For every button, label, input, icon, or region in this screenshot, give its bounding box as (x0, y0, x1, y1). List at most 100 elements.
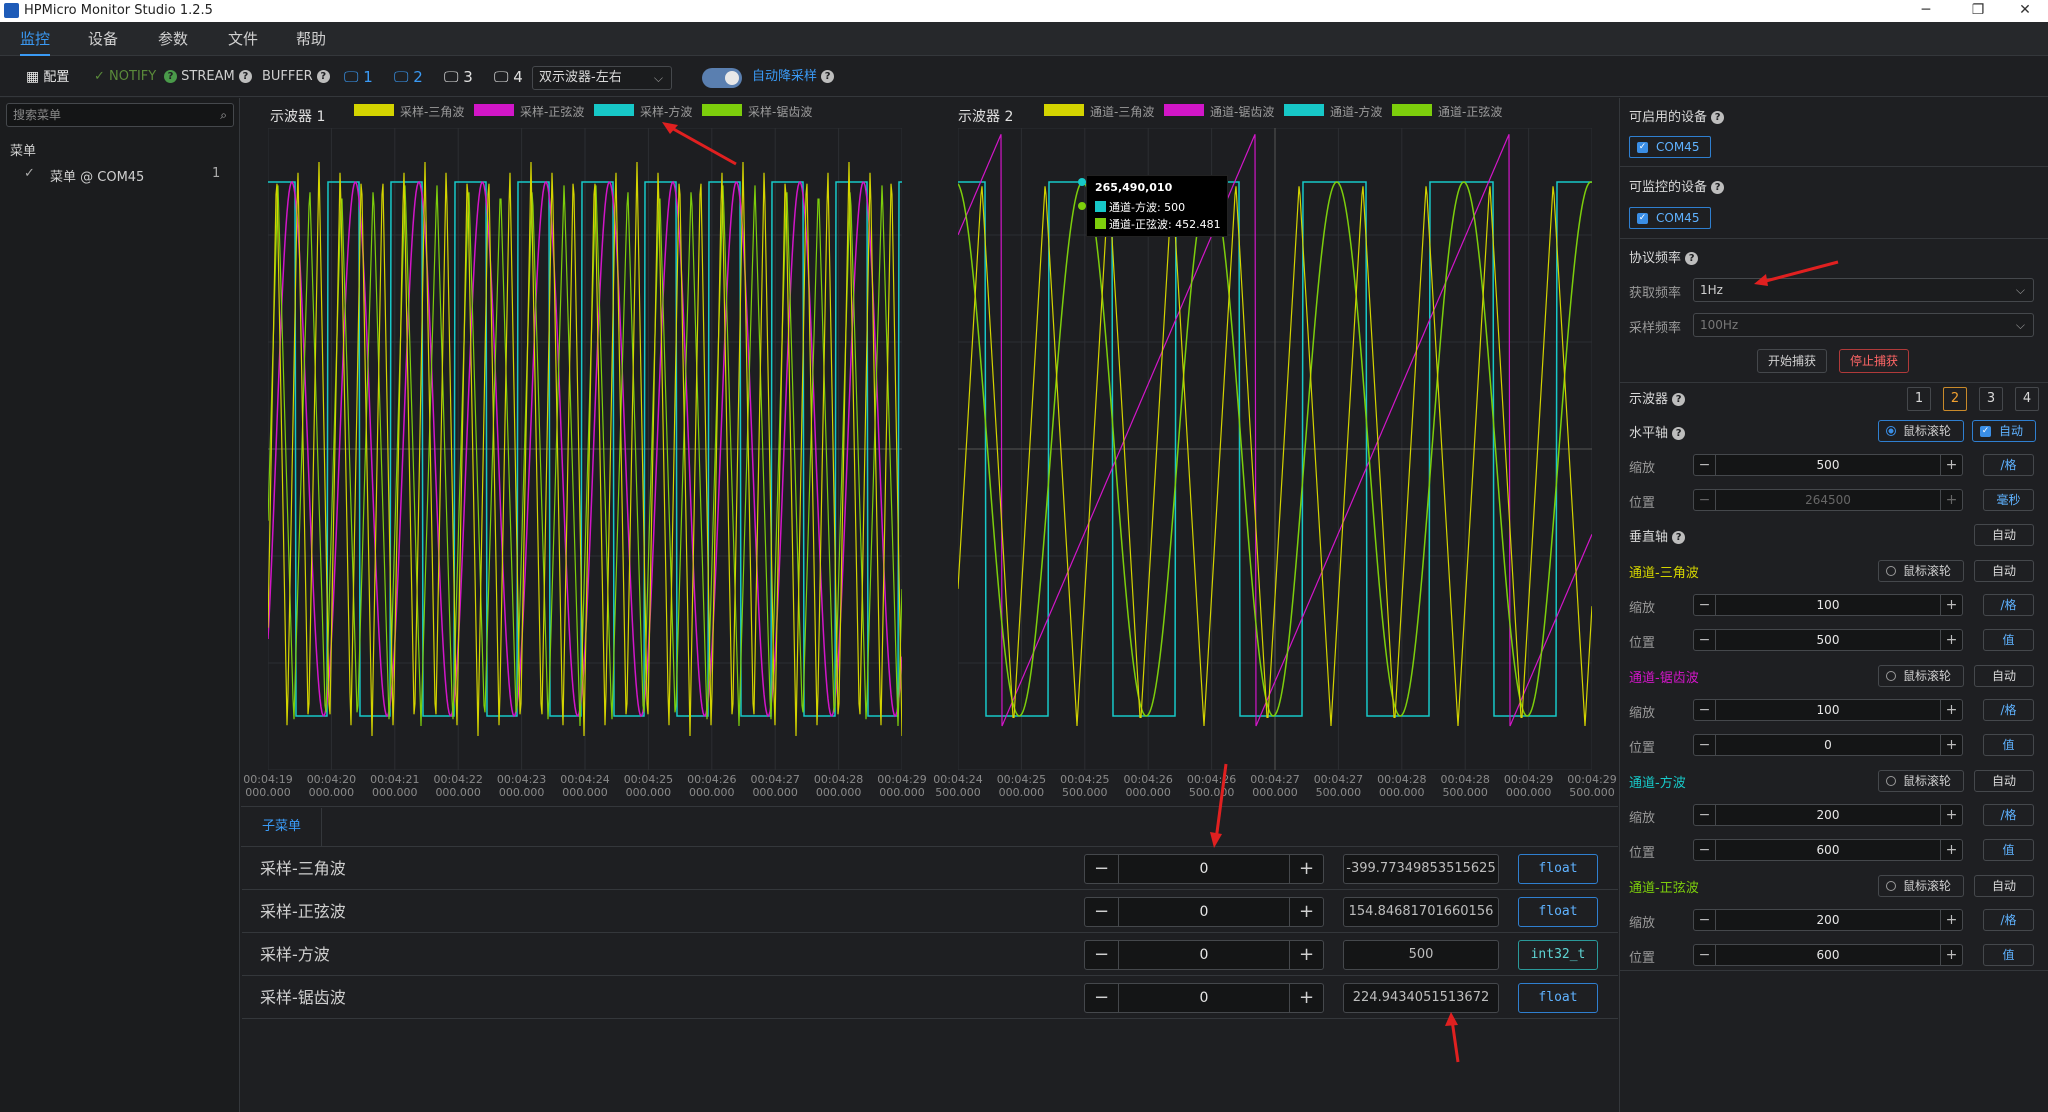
scope-4-button[interactable]: 🖵 4 (494, 57, 523, 97)
pos-unit[interactable]: 值 (1983, 629, 2034, 651)
h-mouse-wheel-radio[interactable]: 鼠标滚轮 (1878, 420, 1964, 442)
v-auto-button[interactable]: 自动 (1974, 524, 2034, 546)
plus-button[interactable]: + (1940, 945, 1962, 965)
plus-button[interactable]: + (1289, 941, 1323, 969)
menu-file[interactable]: 文件 (228, 30, 259, 48)
channel-auto-button[interactable]: 自动 (1974, 770, 2034, 792)
channel-mouse-wheel-radio[interactable]: 鼠标滚轮 (1878, 875, 1964, 897)
h-pos-unit[interactable]: 毫秒 (1983, 489, 2034, 511)
menu-item-com45[interactable]: ✓ 菜单 @ COM45 1 (0, 162, 240, 188)
plus-button[interactable]: + (1289, 984, 1323, 1012)
plus-button[interactable]: + (1940, 910, 1962, 930)
minus-button[interactable]: − (1085, 898, 1119, 926)
channel-auto-button[interactable]: 自动 (1974, 875, 2034, 897)
config-button[interactable]: ▦ 配置 (26, 57, 69, 97)
h-zoom-unit[interactable]: /格 (1983, 454, 2034, 476)
stepper-value[interactable]: 200 (1816, 913, 1840, 927)
type-button[interactable]: float (1518, 854, 1598, 884)
minimize-button[interactable]: ─ (1921, 2, 1931, 18)
minus-button[interactable]: − (1694, 490, 1716, 510)
type-button[interactable]: float (1518, 983, 1598, 1013)
stepper-value[interactable]: 500 (1816, 458, 1840, 472)
stepper-value[interactable]: 600 (1816, 843, 1840, 857)
plus-button[interactable]: + (1940, 595, 1962, 615)
stepper-value[interactable]: 0 (1199, 947, 1209, 963)
plus-button[interactable]: + (1940, 630, 1962, 650)
menu-help[interactable]: 帮助 (296, 30, 327, 48)
channel-auto-button[interactable]: 自动 (1974, 665, 2034, 687)
restore-button[interactable]: ❐ (1971, 2, 1985, 18)
start-capture-button[interactable]: 开始捕获 (1757, 349, 1827, 373)
stepper-value[interactable]: 0 (1199, 861, 1209, 877)
plus-button[interactable]: + (1940, 840, 1962, 860)
stepper-value[interactable]: 600 (1816, 948, 1840, 962)
stepper-value[interactable]: 200 (1816, 808, 1840, 822)
minus-button[interactable]: − (1694, 630, 1716, 650)
scope-select-2[interactable]: 2 (1943, 387, 1967, 411)
layout-select[interactable]: 双示波器-左右 ⌵ (532, 66, 672, 90)
minus-button[interactable]: − (1694, 945, 1716, 965)
zoom-unit[interactable]: /格 (1983, 804, 2034, 826)
value-stepper[interactable]: − 0 + (1084, 940, 1324, 970)
value-stepper[interactable]: − 0 + (1084, 983, 1324, 1013)
channel-pos-stepper[interactable]: − 0 + (1693, 734, 1963, 756)
channel-pos-stepper[interactable]: − 600 + (1693, 839, 1963, 861)
minus-button[interactable]: − (1694, 455, 1716, 475)
plus-button[interactable]: + (1289, 898, 1323, 926)
h-zoom-stepper[interactable]: − 500 + (1693, 454, 1963, 476)
h-pos-stepper[interactable]: − 264500 + (1693, 489, 1963, 511)
stepper-value[interactable]: 264500 (1805, 493, 1851, 507)
scope-select-3[interactable]: 3 (1979, 387, 2003, 411)
tab-submenu[interactable]: 子菜单 (242, 808, 322, 846)
fetch-freq-select[interactable]: 1Hz ⌵ (1693, 278, 2034, 302)
channel-pos-stepper[interactable]: − 500 + (1693, 629, 1963, 651)
monitor-device-com45[interactable]: ✓ COM45 (1629, 207, 1711, 229)
plus-button[interactable]: + (1940, 805, 1962, 825)
stepper-value[interactable]: 100 (1816, 598, 1840, 612)
value-stepper[interactable]: − 0 + (1084, 897, 1324, 927)
scope-select-1[interactable]: 1 (1907, 387, 1931, 411)
channel-auto-button[interactable]: 自动 (1974, 560, 2034, 582)
stepper-value[interactable]: 0 (1199, 990, 1209, 1006)
scope1-plot[interactable] (268, 128, 902, 770)
menu-params[interactable]: 参数 (158, 30, 189, 48)
minus-button[interactable]: − (1085, 855, 1119, 883)
close-button[interactable]: ✕ (2019, 2, 2031, 18)
channel-pos-stepper[interactable]: − 600 + (1693, 944, 1963, 966)
type-button[interactable]: float (1518, 897, 1598, 927)
channel-mouse-wheel-radio[interactable]: 鼠标滚轮 (1878, 665, 1964, 687)
minus-button[interactable]: − (1694, 595, 1716, 615)
minus-button[interactable]: − (1694, 910, 1716, 930)
channel-mouse-wheel-radio[interactable]: 鼠标滚轮 (1878, 560, 1964, 582)
stop-capture-button[interactable]: 停止捕获 (1839, 349, 1909, 373)
channel-zoom-stepper[interactable]: − 200 + (1693, 804, 1963, 826)
channel-zoom-stepper[interactable]: − 200 + (1693, 909, 1963, 931)
channel-mouse-wheel-radio[interactable]: 鼠标滚轮 (1878, 770, 1964, 792)
plus-button[interactable]: + (1289, 855, 1323, 883)
plus-button[interactable]: + (1940, 490, 1962, 510)
stream-toggle[interactable]: ? STREAM ? (164, 57, 252, 97)
menu-device[interactable]: 设备 (88, 30, 119, 48)
minus-button[interactable]: − (1694, 840, 1716, 860)
available-device-com45[interactable]: ✓ COM45 (1629, 136, 1711, 158)
buffer-toggle[interactable]: BUFFER ? (262, 57, 330, 97)
auto-downsample-switch[interactable] (702, 68, 742, 88)
type-button[interactable]: int32_t (1518, 940, 1598, 970)
stepper-value[interactable]: 100 (1816, 703, 1840, 717)
channel-zoom-stepper[interactable]: − 100 + (1693, 699, 1963, 721)
minus-button[interactable]: − (1085, 941, 1119, 969)
scope-select-4[interactable]: 4 (2015, 387, 2039, 411)
minus-button[interactable]: − (1694, 805, 1716, 825)
value-stepper[interactable]: − 0 + (1084, 854, 1324, 884)
plus-button[interactable]: + (1940, 700, 1962, 720)
minus-button[interactable]: − (1694, 700, 1716, 720)
scope-1-button[interactable]: 🖵 1 (344, 57, 373, 97)
zoom-unit[interactable]: /格 (1983, 699, 2034, 721)
h-auto-checkbox[interactable]: ✓ 自动 (1972, 420, 2036, 442)
plus-button[interactable]: + (1940, 735, 1962, 755)
notify-toggle[interactable]: ✓ NOTIFY (94, 57, 156, 97)
pos-unit[interactable]: 值 (1983, 839, 2034, 861)
zoom-unit[interactable]: /格 (1983, 909, 2034, 931)
menu-monitor[interactable]: 监控 (20, 22, 51, 56)
minus-button[interactable]: − (1085, 984, 1119, 1012)
